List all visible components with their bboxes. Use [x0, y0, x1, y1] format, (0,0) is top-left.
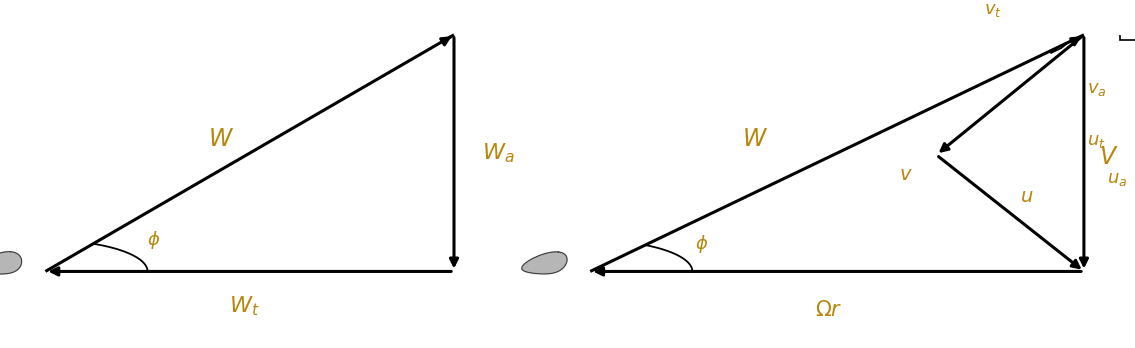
Text: $\phi$: $\phi$ [695, 232, 708, 255]
Text: $\Omega r$: $\Omega r$ [815, 300, 842, 320]
Text: $u$: $u$ [1020, 187, 1034, 206]
Text: $W$: $W$ [742, 127, 767, 151]
Text: $W$: $W$ [209, 127, 234, 151]
Text: $W_a$: $W_a$ [482, 141, 515, 165]
Text: $V$: $V$ [1099, 145, 1118, 168]
Text: $\phi$: $\phi$ [146, 229, 160, 251]
Polygon shape [522, 252, 568, 274]
Polygon shape [0, 252, 22, 274]
Text: $u_a$: $u_a$ [1107, 170, 1127, 188]
Text: $v$: $v$ [899, 165, 913, 183]
Text: $W_t$: $W_t$ [229, 294, 259, 318]
Text: $u_t$: $u_t$ [1087, 132, 1107, 150]
Text: $v_t$: $v_t$ [984, 1, 1002, 19]
Text: $v_a$: $v_a$ [1087, 80, 1107, 98]
